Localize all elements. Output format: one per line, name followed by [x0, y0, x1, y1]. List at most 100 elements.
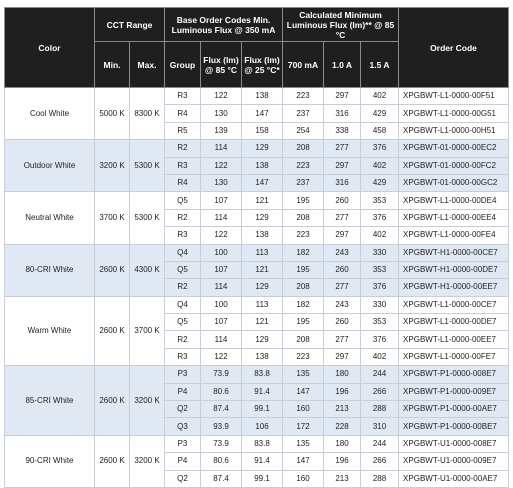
flux-85-cell: 122 — [200, 86, 242, 106]
flux-1-0a-cell: 297 — [323, 226, 362, 245]
flux-25-cell: 147 — [240, 173, 284, 193]
cct-max-cell: 3700 K — [129, 295, 165, 367]
flux-85-cell: 73.9 — [200, 365, 242, 384]
flux-1-5a-cell: 376 — [360, 208, 400, 228]
color-name-cell: Neutral White — [4, 191, 95, 245]
luminous-flux-table: Color CCT Range Base Order Codes Min. Lu… — [4, 7, 510, 488]
flux-1-0a-cell: 260 — [323, 313, 362, 332]
flux-1-0a-cell: 338 — [323, 121, 362, 141]
flux-1-5a-cell: 330 — [360, 243, 400, 262]
cct-max-cell: 5300 K — [129, 191, 165, 245]
order-code-cell: XPGBWT-H1-0000-00CE7 — [398, 243, 510, 262]
group-cell: Q5 — [164, 191, 201, 210]
table-row: Cool White 5000 K 8300 K R3 122 138 223 297 402 X… — [4, 86, 510, 141]
order-code-cell: XPGBWT-L1-0000-00DE4 — [398, 191, 510, 210]
flux-25-cell: 138 — [240, 347, 284, 367]
flux-700ma-cell: 237 — [282, 173, 325, 193]
flux-1-0a-cell: 213 — [323, 469, 362, 488]
cct-max-cell: 3200 K — [129, 434, 165, 488]
flux-700ma-cell: 254 — [282, 121, 325, 141]
flux-1-5a-cell: 310 — [360, 417, 400, 436]
group-cell: Q5 — [164, 313, 201, 332]
group-cell: Q2 — [164, 400, 201, 419]
header-flux-25: Flux (lm) @ 25 °C* — [240, 41, 284, 88]
cct-max-cell: 5300 K — [129, 139, 165, 193]
table-row: Q3 93.9 106 172 228 310 XPGBWT-P1-0000-00BE7 — [5, 417, 510, 436]
flux-85-cell: 130 — [200, 104, 242, 123]
flux-1-0a-cell: 277 — [323, 330, 362, 349]
flux-700ma-cell: 208 — [282, 139, 325, 158]
group-cell: R3 — [164, 347, 201, 367]
cct-min-cell: 3200 K — [94, 139, 130, 193]
flux-1-0a-cell: 196 — [323, 452, 362, 471]
flux-85-cell: 73.9 — [200, 434, 242, 454]
flux-1-0a-cell: 180 — [323, 434, 362, 454]
color-name-cell: Outdoor White — [4, 139, 95, 193]
flux-85-cell: 87.4 — [200, 469, 242, 488]
flux-85-cell: 107 — [200, 191, 242, 210]
flux-25-cell: 138 — [240, 156, 284, 175]
flux-1-0a-cell: 297 — [323, 156, 362, 175]
header-cct-range: CCT Range — [94, 7, 165, 42]
table-row: R5 139 158 254 338 458 XPGBWT-L1-0000-00H51 — [5, 121, 510, 141]
flux-85-cell: 139 — [200, 121, 242, 141]
flux-1-0a-cell: 243 — [323, 243, 362, 262]
flux-1-5a-cell: 429 — [360, 104, 400, 123]
flux-85-cell: 122 — [200, 347, 242, 367]
flux-1-5a-cell: 402 — [360, 347, 400, 367]
order-code-cell: XPGBWT-L1-0000-00EE4 — [398, 208, 510, 228]
flux-25-cell: 99.1 — [240, 469, 284, 488]
header-1-0a: 1.0 A — [323, 41, 362, 88]
flux-1-0a-cell: 228 — [323, 417, 362, 436]
flux-85-cell: 114 — [200, 330, 242, 349]
group-cell: R3 — [164, 226, 201, 245]
flux-1-0a-cell: 297 — [323, 347, 362, 367]
group-cell: R2 — [164, 139, 201, 158]
table-row: R2 114 129 208 277 376 XPGBWT-L1-0000-00EE4 — [5, 208, 510, 228]
header-calculated-min: Calculated Minimum Luminous Flux (lm)** … — [282, 7, 400, 42]
flux-1-5a-cell: 402 — [360, 226, 400, 245]
cct-min-cell: 2600 K — [94, 243, 130, 297]
group-cell: P4 — [164, 452, 201, 471]
flux-700ma-cell: 195 — [282, 191, 325, 210]
cct-min-cell: 2600 K — [94, 365, 130, 436]
color-name-cell: 85-CRI White — [4, 365, 95, 436]
flux-700ma-cell: 223 — [282, 156, 325, 175]
cct-min-cell: 5000 K — [94, 86, 130, 141]
flux-1-0a-cell: 213 — [323, 400, 362, 419]
flux-85-cell: 122 — [200, 226, 242, 245]
order-code-cell: XPGBWT-L1-0000-00CE7 — [398, 295, 510, 315]
order-code-cell: XPGBWT-H1-0000-00DE7 — [398, 260, 510, 280]
group-cell: Q2 — [164, 469, 201, 488]
flux-1-0a-cell: 297 — [323, 86, 362, 106]
header-1-5a: 1.5 A — [360, 41, 400, 88]
order-code-cell: XPGBWT-P1-0000-00AE7 — [398, 400, 510, 419]
flux-25-cell: 129 — [240, 330, 284, 349]
group-cell: R2 — [164, 330, 201, 349]
flux-85-cell: 130 — [200, 173, 242, 193]
flux-1-5a-cell: 402 — [360, 86, 400, 106]
order-code-cell: XPGBWT-L1-0000-00EE7 — [398, 330, 510, 349]
flux-700ma-cell: 208 — [282, 208, 325, 228]
flux-700ma-cell: 208 — [282, 330, 325, 349]
flux-25-cell: 121 — [240, 191, 284, 210]
flux-85-cell: 114 — [200, 208, 242, 228]
group-cell: P4 — [164, 382, 201, 402]
flux-700ma-cell: 147 — [282, 382, 325, 402]
group-cell: R3 — [164, 156, 201, 175]
cct-max-cell: 8300 K — [129, 86, 165, 141]
flux-25-cell: 83.8 — [240, 365, 284, 384]
flux-1-0a-cell: 243 — [323, 295, 362, 315]
flux-25-cell: 129 — [240, 139, 284, 158]
flux-1-5a-cell: 288 — [360, 469, 400, 488]
flux-1-5a-cell: 353 — [360, 260, 400, 280]
flux-700ma-cell: 223 — [282, 226, 325, 245]
flux-85-cell: 107 — [200, 260, 242, 280]
group-cell: P3 — [164, 434, 201, 454]
flux-85-cell: 80.6 — [200, 452, 242, 471]
flux-700ma-cell: 160 — [282, 400, 325, 419]
order-code-cell: XPGBWT-L1-0000-00H51 — [398, 121, 510, 141]
header-700ma: 700 mA — [282, 41, 325, 88]
flux-25-cell: 158 — [240, 121, 284, 141]
flux-1-5a-cell: 458 — [360, 121, 400, 141]
